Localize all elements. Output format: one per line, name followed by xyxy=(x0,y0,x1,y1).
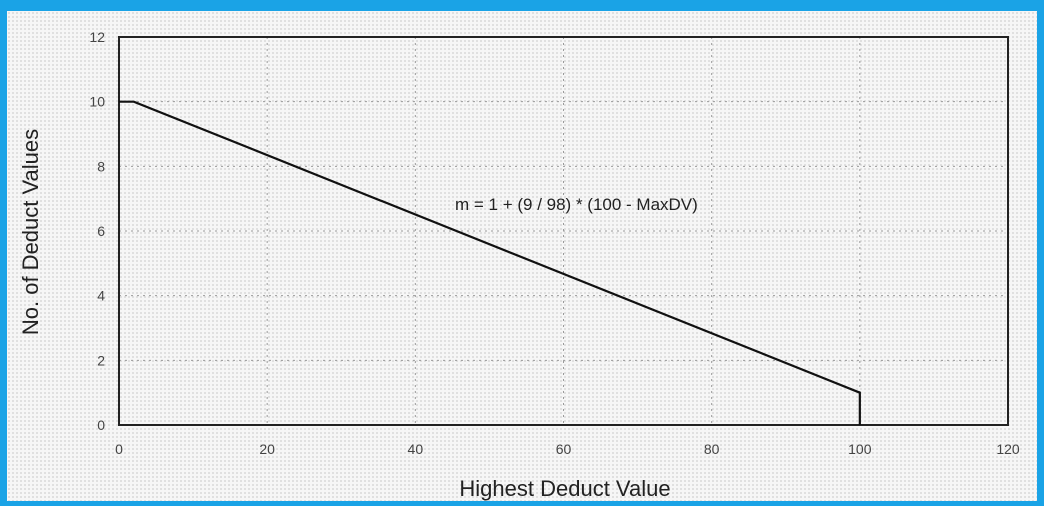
equation-annotation: m = 1 + (9 / 98) * (100 - MaxDV) xyxy=(455,195,698,214)
x-tick-label: 20 xyxy=(259,441,275,457)
plot-border xyxy=(118,36,1009,426)
grid xyxy=(119,37,1008,425)
x-tick-label: 120 xyxy=(996,441,1020,457)
y-tick-label: 8 xyxy=(97,158,105,174)
x-tick-label: 80 xyxy=(704,441,720,457)
x-tick-label: 100 xyxy=(848,441,872,457)
y-tick-label: 6 xyxy=(97,223,105,239)
y-tick-label: 4 xyxy=(97,288,105,304)
series-line xyxy=(119,100,861,425)
y-tick-labels: 0 2 4 6 8 10 12 xyxy=(89,29,105,433)
x-axis-title: Highest Deduct Value xyxy=(459,476,670,501)
x-tick-labels: 0 20 40 60 80 100 120 xyxy=(115,441,1020,457)
y-tick-label: 0 xyxy=(97,417,105,433)
y-axis-title: No. of Deduct Values xyxy=(18,129,43,335)
y-tick-label: 10 xyxy=(89,94,105,110)
x-tick-label: 60 xyxy=(556,441,572,457)
x-tick-label: 40 xyxy=(408,441,424,457)
x-tick-label: 0 xyxy=(115,441,123,457)
y-tick-label: 12 xyxy=(89,29,105,45)
y-tick-label: 2 xyxy=(97,352,105,368)
